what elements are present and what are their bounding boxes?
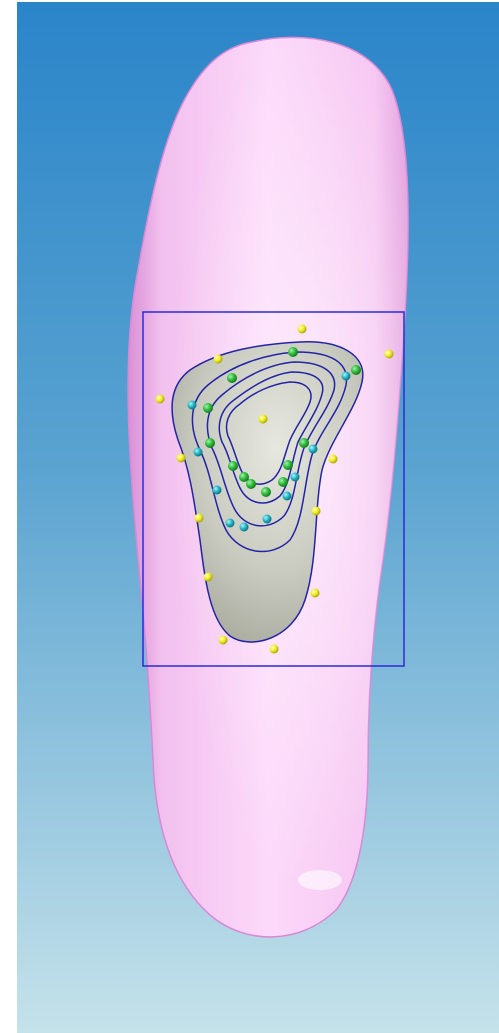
control-point-cyan[interactable] — [262, 514, 272, 524]
control-point-yellow[interactable] — [176, 453, 186, 463]
control-point-green[interactable] — [283, 460, 293, 470]
control-point-cyan[interactable] — [341, 371, 351, 381]
control-point-yellow[interactable] — [310, 588, 320, 598]
control-point-cyan[interactable] — [290, 472, 300, 482]
control-point-green[interactable] — [246, 479, 256, 489]
control-point-green[interactable] — [351, 365, 361, 375]
control-point-yellow[interactable] — [213, 354, 223, 364]
control-point-yellow[interactable] — [203, 572, 213, 582]
control-point-cyan[interactable] — [193, 447, 203, 457]
scene-canvas[interactable] — [17, 2, 499, 1033]
control-point-yellow[interactable] — [155, 394, 165, 404]
control-point-cyan[interactable] — [308, 444, 318, 454]
control-point-yellow[interactable] — [384, 349, 394, 359]
3d-viewport[interactable] — [17, 2, 499, 1033]
control-point-green[interactable] — [203, 403, 213, 413]
control-point-green[interactable] — [288, 347, 298, 357]
control-point-cyan[interactable] — [212, 485, 222, 495]
control-point-yellow[interactable] — [269, 644, 279, 654]
contour-line — [206, 361, 336, 527]
control-point-green[interactable] — [261, 487, 271, 497]
control-points — [155, 324, 394, 654]
control-point-cyan[interactable] — [239, 522, 249, 532]
control-point-green[interactable] — [205, 438, 215, 448]
control-point-yellow[interactable] — [218, 635, 228, 645]
control-point-green[interactable] — [299, 438, 309, 448]
control-point-green[interactable] — [278, 477, 288, 487]
contour-line — [218, 371, 324, 504]
insole-heel-shine — [298, 870, 342, 890]
control-point-yellow[interactable] — [194, 513, 204, 523]
selection-box[interactable] — [142, 311, 405, 667]
control-point-cyan[interactable] — [225, 518, 235, 528]
control-point-cyan[interactable] — [187, 400, 197, 410]
control-point-green[interactable] — [227, 373, 237, 383]
contour-line — [191, 351, 348, 553]
control-point-green[interactable] — [239, 472, 249, 482]
control-point-yellow[interactable] — [297, 324, 307, 334]
control-point-yellow[interactable] — [328, 454, 338, 464]
control-point-cyan[interactable] — [282, 491, 292, 501]
control-point-yellow[interactable] — [258, 414, 268, 424]
control-point-yellow[interactable] — [311, 506, 321, 516]
control-point-green[interactable] — [228, 461, 238, 471]
